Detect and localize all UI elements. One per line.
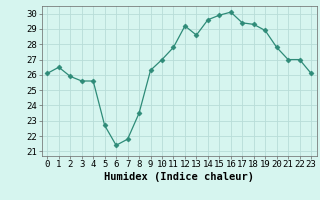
X-axis label: Humidex (Indice chaleur): Humidex (Indice chaleur) (104, 172, 254, 182)
